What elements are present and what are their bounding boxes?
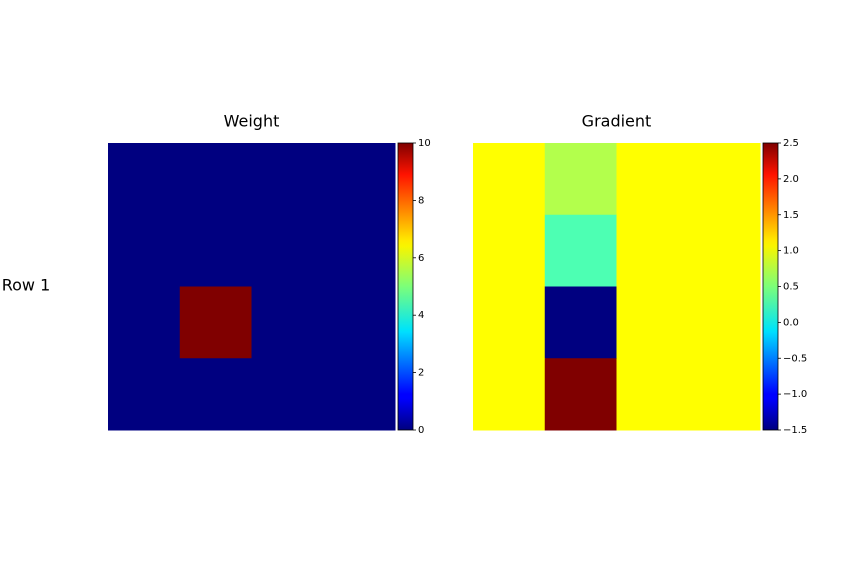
heatmap-cell	[108, 214, 181, 287]
heatmap-cell	[179, 286, 252, 359]
colorbar	[762, 142, 779, 431]
heatmap-cell	[544, 286, 617, 359]
heatmap-cell	[688, 358, 761, 431]
colorbar-tick-label: 6	[418, 253, 424, 264]
colorbar-tick-label: 4	[418, 310, 424, 321]
heatmap-cell	[179, 143, 252, 216]
heatmap-cell	[473, 214, 546, 287]
heatmap-cell	[323, 358, 396, 431]
heatmap-cell	[688, 286, 761, 359]
heatmap-cell	[108, 286, 181, 359]
colorbar-tick-label: −0.5	[783, 353, 807, 364]
colorbar-tick-label: 1.5	[783, 210, 799, 221]
chart-title: Gradient	[582, 112, 652, 131]
row-label: Row 1	[2, 276, 51, 295]
colorbar-tick-label: 10	[418, 138, 431, 149]
colorbar-tick-label: 8	[418, 195, 424, 206]
heatmap-cell	[251, 358, 324, 431]
heatmap-cell	[251, 214, 324, 287]
heatmap-cell	[544, 214, 617, 287]
heatmap-cell	[616, 143, 689, 216]
colorbar-tick-label: −1.5	[783, 425, 807, 436]
heatmap-cell	[473, 143, 546, 216]
heatmap-cell	[544, 358, 617, 431]
chart-title: Weight	[224, 112, 280, 131]
heatmap-cell	[323, 286, 396, 359]
colorbar-tick-label: −1.0	[783, 389, 807, 400]
heatmap-cell	[108, 143, 181, 216]
heatmap-cell	[473, 358, 546, 431]
colorbar-tick-label: 0.5	[783, 282, 799, 293]
heatmap-cell	[323, 143, 396, 216]
heatmap-cell	[688, 214, 761, 287]
heatmap-cell	[616, 214, 689, 287]
heatmap-cell	[616, 286, 689, 359]
colorbar-tick-label: 0	[418, 425, 424, 436]
heatmap-cell	[108, 358, 181, 431]
heatmap-cell	[323, 214, 396, 287]
colorbar-tick-label: 2.0	[783, 174, 799, 185]
colorbar-tick-label: 2.5	[783, 138, 799, 149]
heatmap-cell	[179, 358, 252, 431]
heatmap-cell	[251, 286, 324, 359]
heatmap-cell	[473, 286, 546, 359]
colorbar-tick-label: 0.0	[783, 317, 799, 328]
heatmap-cell	[179, 214, 252, 287]
colorbar-tick-label: 1.0	[783, 246, 799, 257]
colorbar	[397, 142, 414, 431]
heatmap-cell	[616, 358, 689, 431]
heatmap-cell	[544, 143, 617, 216]
heatmap-cell	[688, 143, 761, 216]
heatmap-cell	[251, 143, 324, 216]
colorbar-tick-label: 2	[418, 368, 424, 379]
